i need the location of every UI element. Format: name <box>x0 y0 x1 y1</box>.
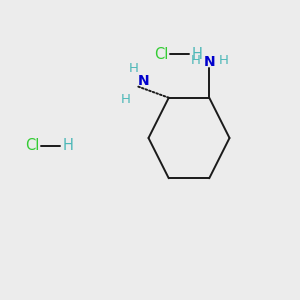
Text: H: H <box>191 54 201 67</box>
Text: N: N <box>204 55 216 69</box>
Text: H: H <box>219 54 229 67</box>
Text: N: N <box>138 74 150 88</box>
Text: H: H <box>121 93 131 106</box>
Text: Cl: Cl <box>25 138 39 153</box>
Text: Cl: Cl <box>154 46 168 62</box>
Text: H: H <box>128 61 138 74</box>
Text: H: H <box>191 46 202 62</box>
Text: H: H <box>62 138 73 153</box>
